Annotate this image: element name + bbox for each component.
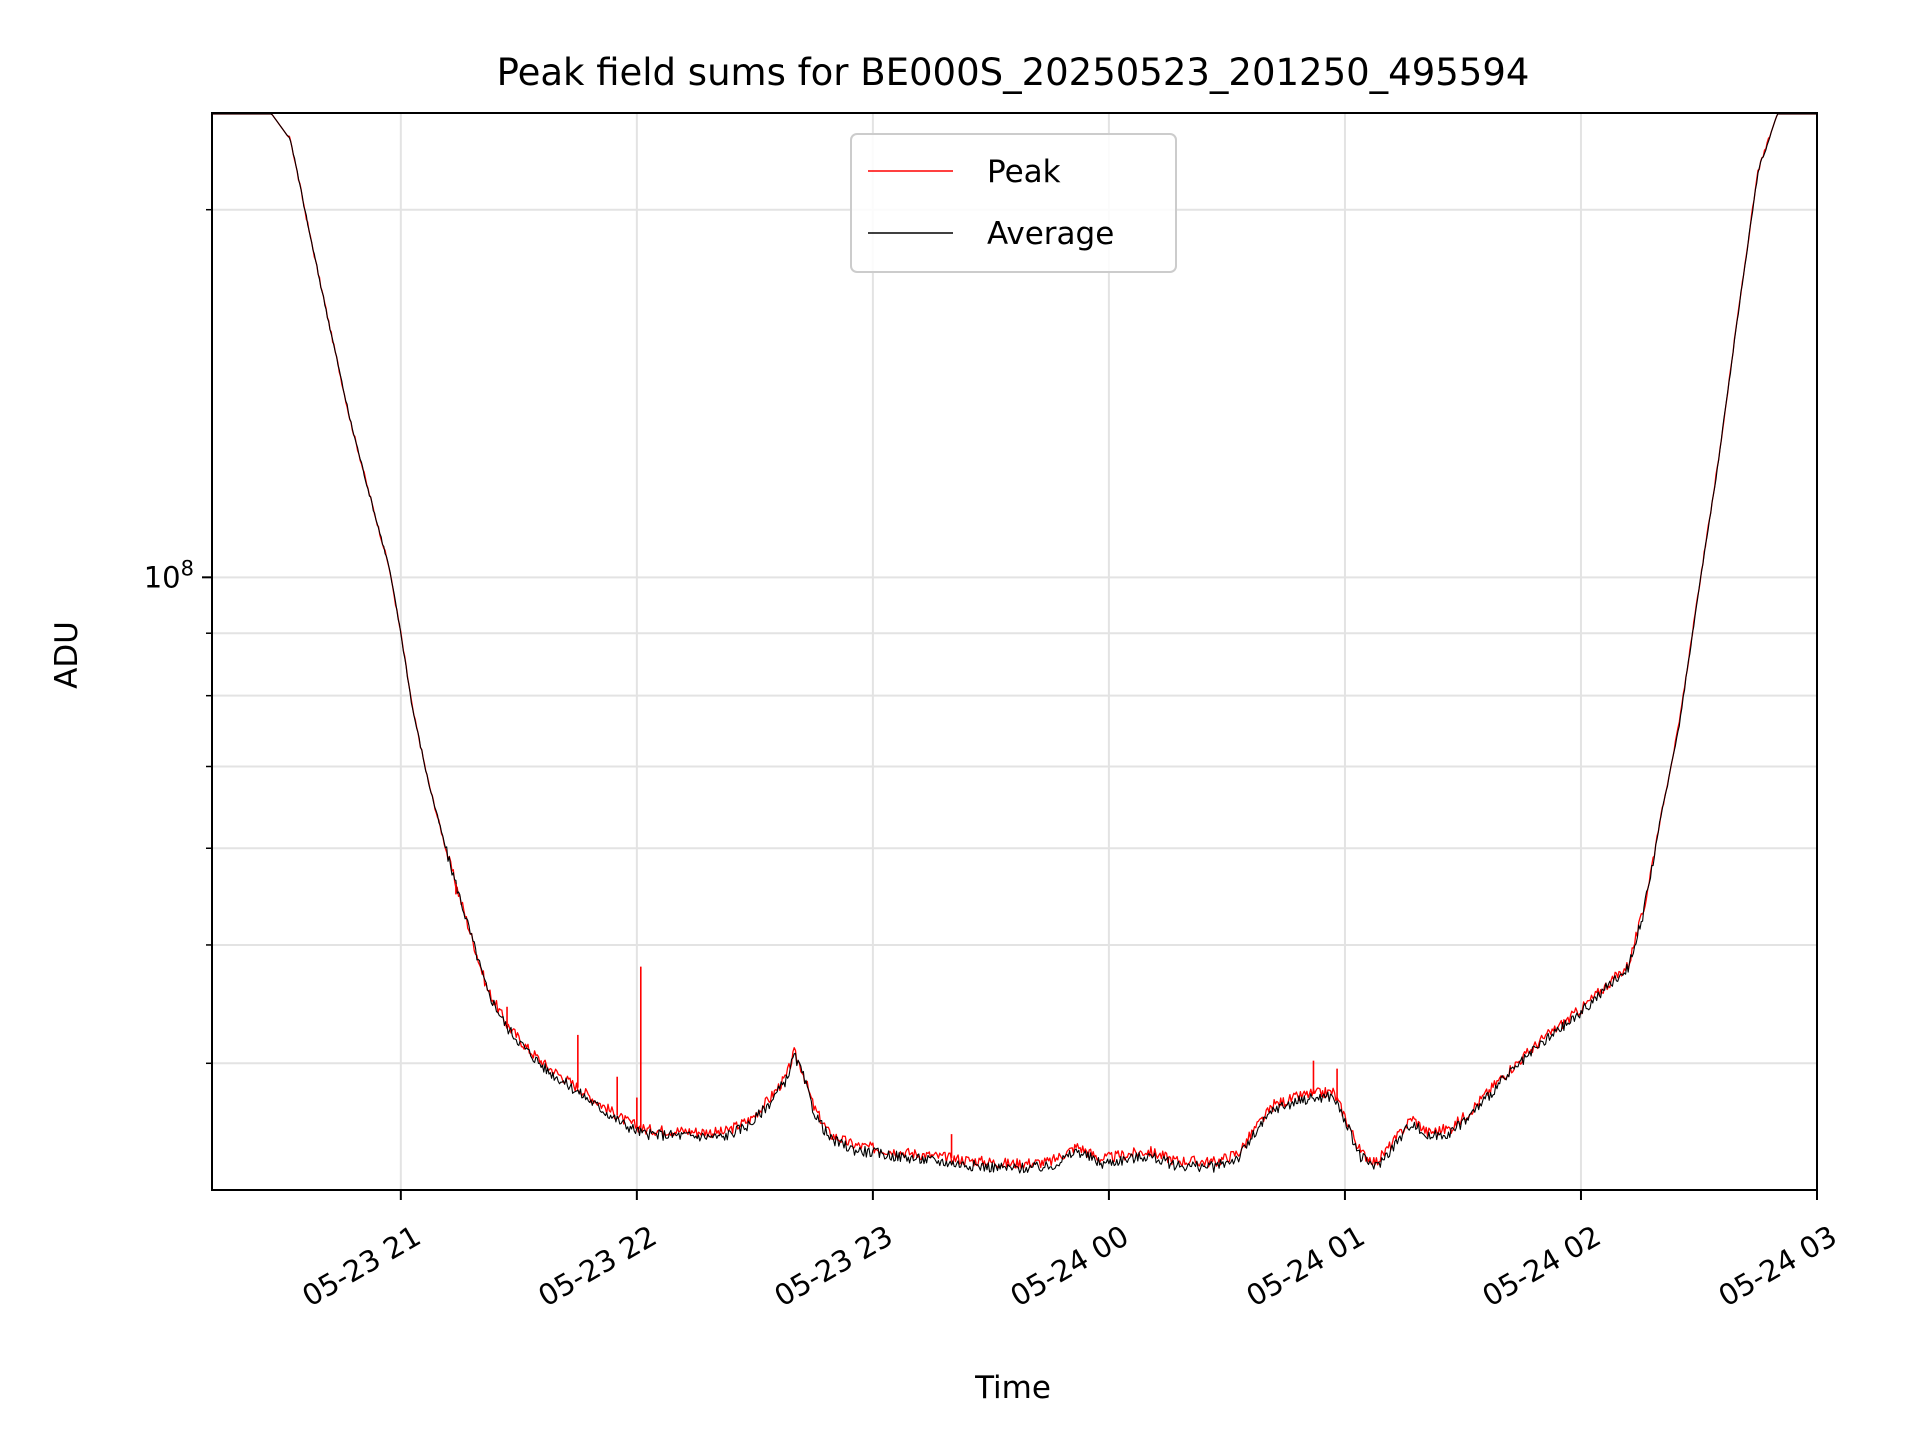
- legend-box: [850, 133, 1177, 273]
- chart-title: Peak field sums for BE000S_20250523_2012…: [497, 51, 1530, 94]
- legend: Peak Average: [850, 133, 1177, 273]
- x-axis-label: Time: [974, 1370, 1051, 1406]
- plot-series: [212, 112, 1818, 1174]
- series-line-average: [212, 112, 1818, 1174]
- y-axis-label: ADU: [49, 621, 85, 689]
- series-line-peak: [212, 112, 1818, 1170]
- legend-label-peak: Peak: [987, 154, 1061, 190]
- y-tick-label: 108: [144, 556, 194, 594]
- plot-frame: [211, 112, 1818, 1191]
- legend-label-average: Average: [987, 216, 1114, 252]
